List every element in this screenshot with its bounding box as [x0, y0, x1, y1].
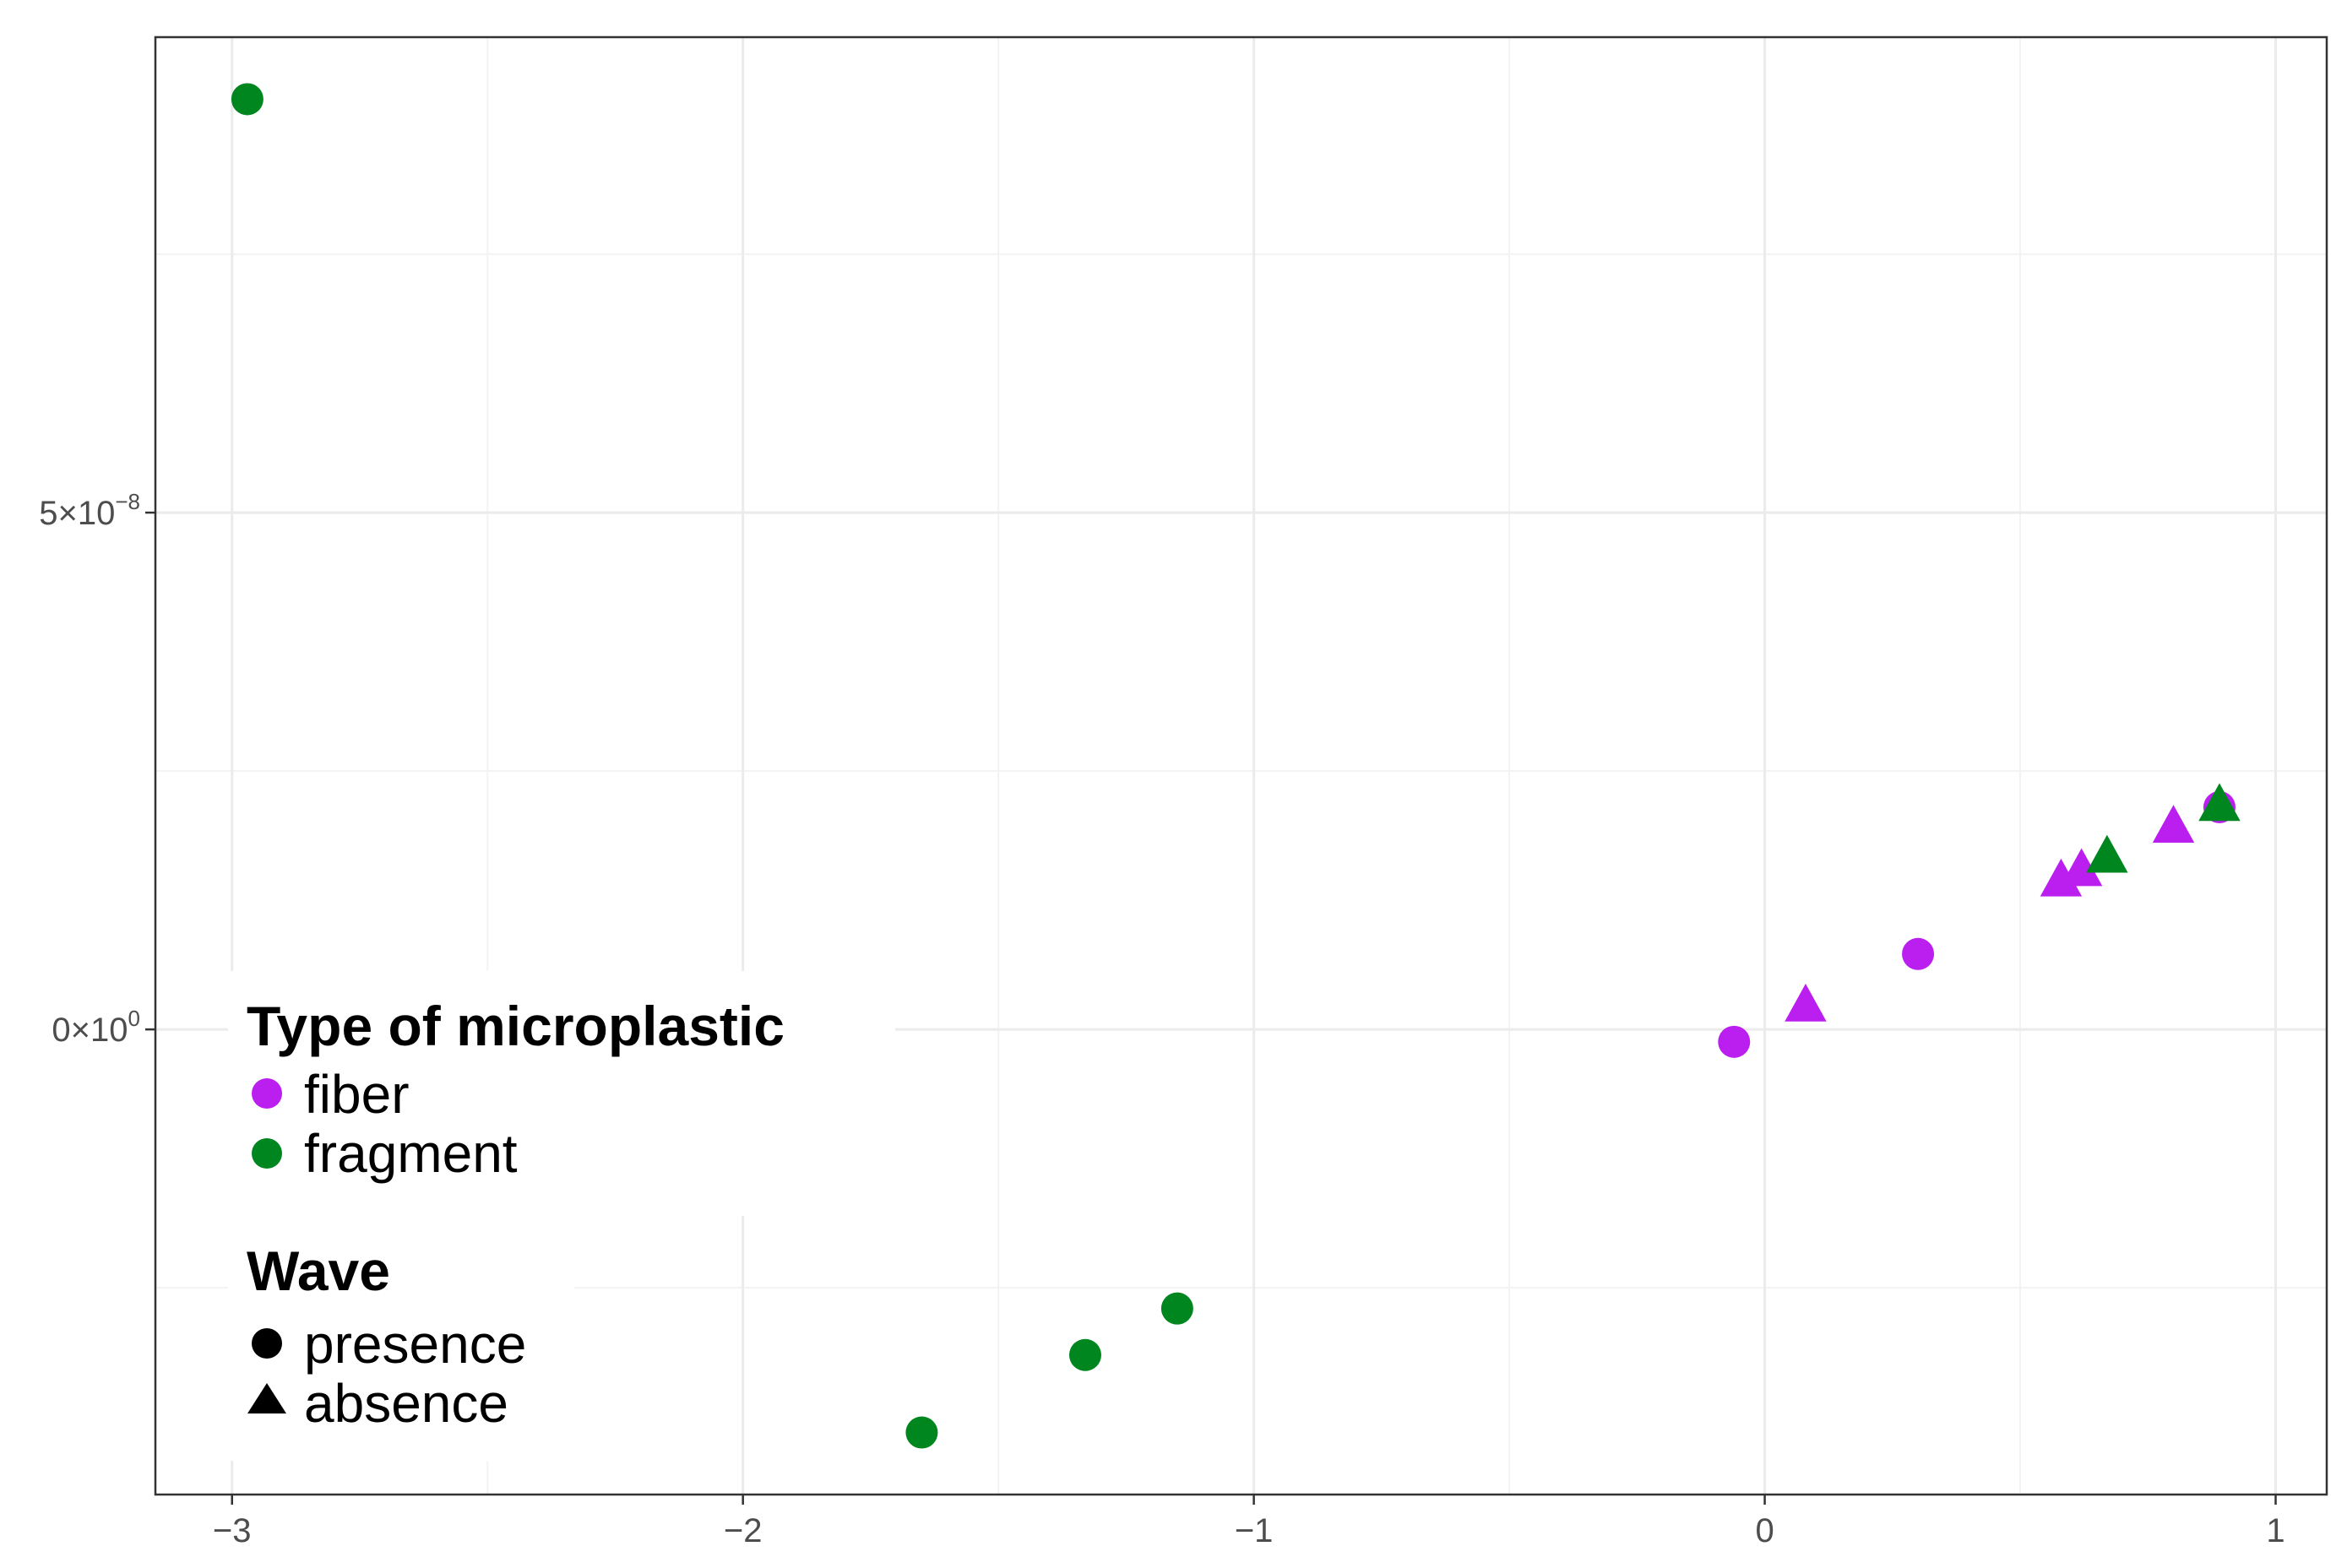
- data-points: [231, 83, 2241, 1449]
- legend-absence-label: absence: [304, 1373, 508, 1434]
- legend-wave-title: Wave: [247, 1240, 390, 1302]
- x-tick-label: −2: [724, 1512, 763, 1549]
- legend-background: [228, 1216, 574, 1461]
- axes: −3 −2 −1 0 1 5×10−8 0×100: [39, 489, 2285, 1549]
- point-fiber-absence: [2060, 848, 2103, 887]
- legend-type-title: Type of microplastic: [247, 995, 785, 1057]
- legend-presence-key: [252, 1328, 282, 1359]
- point-fiber-absence: [1785, 983, 1827, 1022]
- point-fiber-presence: [1718, 1025, 1751, 1058]
- legend-absence-key: [247, 1383, 286, 1413]
- legend-background: [228, 971, 895, 1216]
- point-fiber-absence: [2040, 858, 2083, 897]
- point-fragment-presence: [1160, 1292, 1193, 1325]
- legend-fiber-label: fiber: [304, 1064, 410, 1125]
- x-tick-label: −3: [213, 1512, 252, 1549]
- x-tick-label: 0: [1755, 1512, 1774, 1549]
- legend-presence-label: presence: [304, 1314, 526, 1375]
- point-fiber-presence: [1902, 937, 1935, 970]
- x-tick-label: 1: [2266, 1512, 2285, 1549]
- y-tick-label: 5×10−8: [39, 489, 140, 532]
- y-tick-label: 0×100: [52, 1006, 140, 1049]
- legend-fragment-key: [252, 1138, 282, 1169]
- point-fragment-presence: [1068, 1338, 1101, 1371]
- legend-fiber-key: [252, 1078, 282, 1109]
- plot-panel-border: [154, 35, 2328, 1496]
- legend: Type of microplastic fiber fragment Wave…: [228, 971, 895, 1461]
- point-fragment-presence: [905, 1416, 938, 1449]
- legend-fragment-label: fragment: [304, 1123, 518, 1184]
- point-fiber-absence: [2152, 805, 2195, 843]
- x-tick-label: −1: [1235, 1512, 1274, 1549]
- point-fragment-absence: [2198, 783, 2241, 822]
- point-fragment-presence: [231, 83, 263, 116]
- point-fragment-absence: [2086, 834, 2128, 873]
- grid-lines: [155, 37, 2327, 1495]
